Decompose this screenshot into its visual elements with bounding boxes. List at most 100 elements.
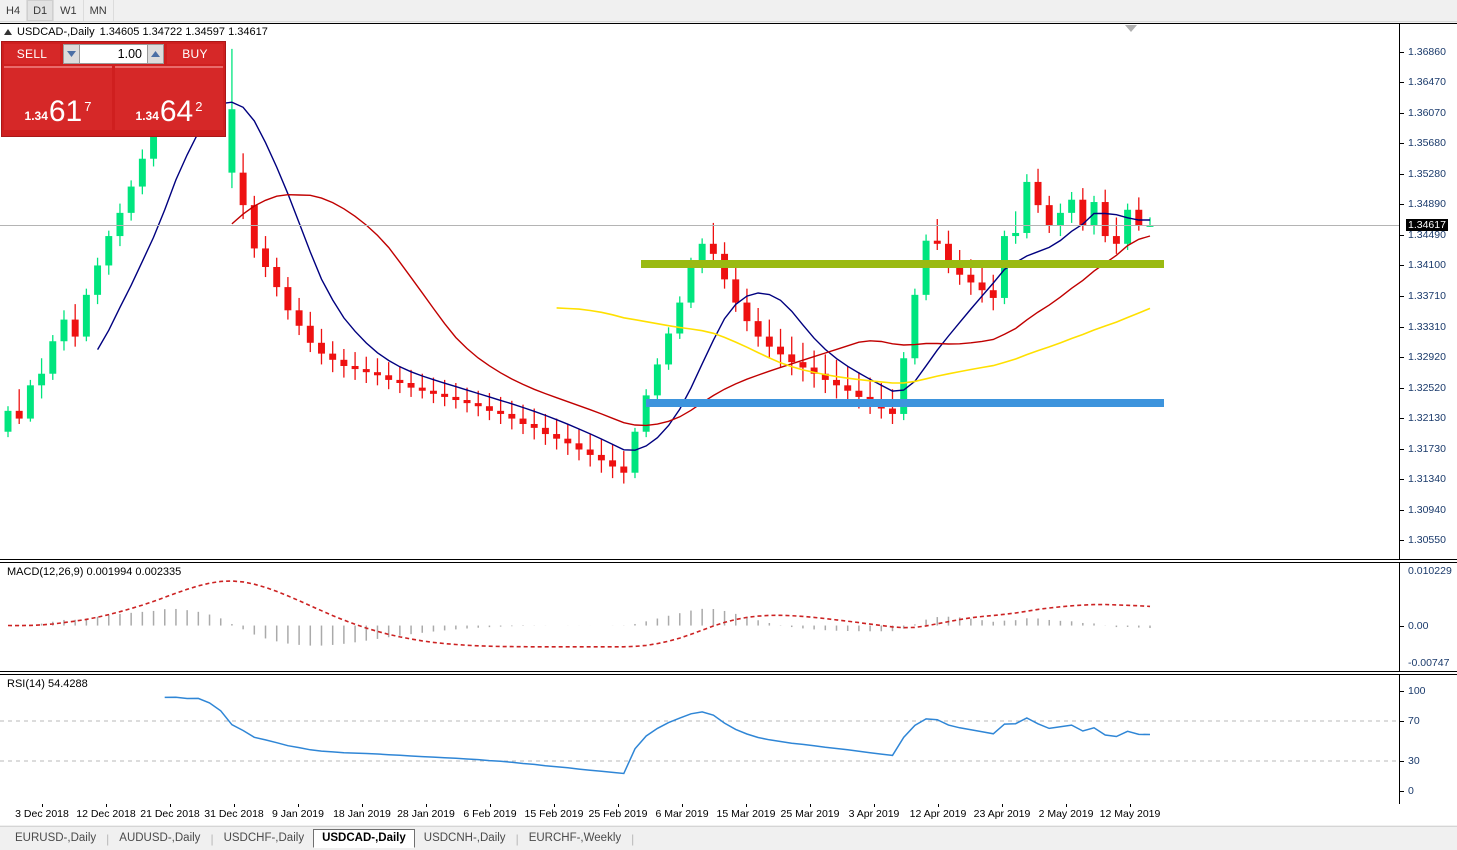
axis-tick (1400, 448, 1404, 450)
date-axis-label: 6 Mar 2019 (655, 808, 709, 820)
oct-controls-row: SELL 1.00 BUY (2, 42, 225, 66)
volume-input[interactable]: 1.00 (80, 44, 147, 64)
timeframe-button-w1[interactable]: W1 (54, 0, 84, 21)
date-axis-label: 25 Feb 2019 (588, 808, 648, 820)
sell-button[interactable]: SELL (4, 44, 60, 64)
buy-price-prefix: 1.34 (135, 109, 159, 123)
rsi-axis-label: 100 (1408, 685, 1426, 697)
sell-price-prefix: 1.34 (24, 109, 48, 123)
chevron-down-icon[interactable] (63, 44, 80, 64)
date-tick (234, 804, 235, 807)
rsi-svg (0, 696, 1399, 775)
timeframe-button-mn[interactable]: MN (84, 0, 114, 21)
date-axis-label: 25 Mar 2019 (780, 808, 840, 820)
date-tick (746, 804, 747, 807)
axis-tick (1400, 143, 1404, 145)
macd-title: MACD(12,26,9) 0.001994 0.002335 (5, 566, 184, 578)
chart-tab-eurusd[interactable]: EURUSD-,Daily (15, 832, 97, 844)
price-axis-label: 1.35280 (1408, 168, 1446, 181)
support-line[interactable] (646, 399, 1164, 408)
timeframe-toolbar: H4 D1 W1 MN (0, 0, 1457, 22)
axis-tick (1400, 356, 1404, 358)
chart-tab-usdcnh[interactable]: USDCNH-,Daily (423, 832, 506, 844)
date-axis-label: 2 May 2019 (1038, 808, 1094, 820)
macd-pane[interactable]: MACD(12,26,9) 0.001994 0.002335 0.010229… (0, 562, 1457, 672)
timeframe-button-h4[interactable]: H4 (0, 0, 28, 21)
price-axis-label: 1.36860 (1408, 46, 1446, 58)
chart-tab-eurchf[interactable]: EURCHF-,Weekly (528, 832, 622, 844)
toolbar-empty-area (114, 0, 1457, 21)
axis-tick (1400, 235, 1404, 237)
axis-tick (1400, 625, 1404, 627)
date-axis-label: 15 Feb 2019 (524, 808, 584, 820)
macd-axis[interactable]: 0.010229 0.00 -0.00747 (1400, 563, 1457, 671)
current-price-label: 1.34617 (1406, 219, 1448, 232)
macd-plot-area[interactable] (0, 563, 1400, 671)
axis-tick (1400, 387, 1404, 389)
date-tick (1130, 804, 1131, 807)
timeframe-button-d1[interactable]: D1 (27, 0, 55, 21)
axis-tick (1400, 113, 1404, 115)
buy-price-quote[interactable]: 1.34 64 2 (115, 66, 223, 130)
axis-tick (1400, 478, 1404, 480)
one-click-trading-panel[interactable]: SELL 1.00 BUY 1.34 61 (2, 42, 225, 136)
date-tick (42, 804, 43, 807)
date-tick (1066, 804, 1067, 807)
price-axis-label: 1.35680 (1408, 137, 1446, 150)
date-tick (682, 804, 683, 807)
axis-tick (1400, 174, 1404, 176)
price-axis-label: 1.34890 (1408, 198, 1446, 211)
rsi-pane[interactable]: RSI(14) 54.4288 100 70 30 0 (0, 674, 1457, 805)
date-tick (298, 804, 299, 807)
volume-stepper[interactable]: 1.00 (63, 44, 164, 64)
rsi-axis-label: 70 (1408, 715, 1420, 727)
price-plot-area[interactable] (0, 24, 1400, 559)
date-axis-label: 3 Apr 2019 (848, 808, 900, 820)
rsi-title: RSI(14) 54.4288 (5, 678, 90, 690)
rsi-axis-label: 0 (1408, 785, 1414, 797)
axis-tick (1400, 691, 1404, 692)
chart-tab-usdchf[interactable]: USDCHF-,Daily (223, 832, 305, 844)
price-axis-label: 1.30940 (1408, 503, 1446, 516)
candlestick-svg (4, 48, 1154, 484)
chevron-up-icon[interactable] (147, 44, 164, 64)
buy-price-fraction: 2 (195, 99, 203, 114)
symbol-header: USDCAD-,Daily 1.34605 1.34722 1.34597 1.… (4, 26, 268, 38)
date-tick (1002, 804, 1003, 807)
triangle-down-icon[interactable] (1125, 25, 1137, 32)
chart-tab-usdcad[interactable]: USDCAD-,Daily (313, 829, 415, 848)
price-axis[interactable]: 1.36860 1.36470 1.36070 1.35680 1.35280 1.348… (1400, 24, 1457, 559)
sell-price-main: 61 (48, 95, 83, 128)
price-axis-label: 1.32920 (1408, 350, 1446, 363)
buy-button[interactable]: BUY (167, 44, 223, 64)
resistance-line[interactable] (641, 259, 1164, 268)
chart-tab-audusd[interactable]: AUDUSD-,Daily (119, 832, 201, 844)
macd-axis-label: -0.00747 (1408, 657, 1450, 669)
axis-tick (1400, 721, 1404, 722)
date-axis-label: 12 May 2019 (1099, 808, 1161, 820)
date-tick (170, 804, 171, 807)
axis-tick (1400, 265, 1404, 267)
oct-quotes-row: 1.34 61 7 1.34 64 2 (2, 66, 225, 132)
date-axis-label: 12 Dec 2018 (76, 808, 136, 820)
price-axis-label: 1.36470 (1408, 76, 1446, 89)
rsi-plot-area[interactable] (0, 675, 1400, 805)
rsi-axis[interactable]: 100 70 30 0 (1400, 675, 1457, 805)
date-tick (426, 804, 427, 807)
date-axis[interactable]: 3 Dec 2018 12 Dec 2018 21 Dec 2018 31 Dec 2… (0, 804, 1457, 825)
price-axis-label: 1.33310 (1408, 320, 1446, 333)
price-axis-label: 1.32130 (1408, 411, 1446, 424)
date-axis-label: 9 Jan 2019 (272, 808, 324, 820)
price-pane[interactable]: USDCAD-,Daily 1.34605 1.34722 1.34597 1.… (0, 24, 1457, 560)
tab-separator: | (631, 831, 635, 846)
date-axis-label: 23 Apr 2019 (973, 808, 1031, 820)
date-tick (554, 804, 555, 807)
triangle-up-icon[interactable] (4, 29, 12, 35)
sell-price-quote[interactable]: 1.34 61 7 (4, 66, 112, 130)
current-price-hairline (0, 225, 1399, 226)
buy-price-main: 64 (159, 95, 194, 128)
price-axis-label: 1.30550 (1408, 534, 1446, 546)
date-tick (938, 804, 939, 807)
timeframe-label: MN (89, 4, 107, 17)
